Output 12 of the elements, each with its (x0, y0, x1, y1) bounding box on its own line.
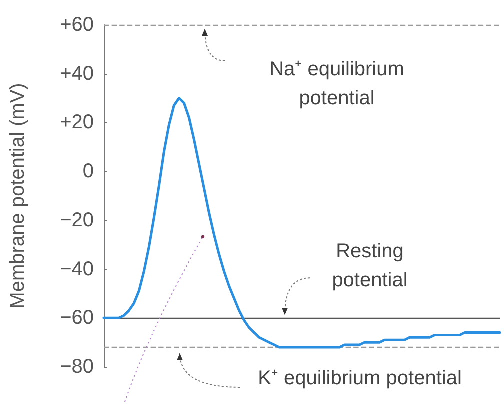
y-tick-label: −80 (60, 356, 94, 378)
y-tick-label: +60 (60, 14, 94, 36)
y-tick-label: +40 (60, 62, 94, 85)
y-tick-label: 0 (82, 160, 94, 183)
ref-line-label: Na⁺ equilibrium potential (270, 58, 404, 110)
y-axis-title: Membrane potential (mV) (7, 83, 29, 309)
y-tick-label: −60 (60, 307, 94, 330)
ref-line-label: K⁺ equilibrium potential (258, 367, 462, 390)
ref-line-label: Resting potential (332, 240, 408, 292)
y-tick-label: +20 (60, 112, 94, 134)
y-tick-label: −40 (60, 258, 94, 280)
y-tick-label: −20 (60, 209, 94, 232)
